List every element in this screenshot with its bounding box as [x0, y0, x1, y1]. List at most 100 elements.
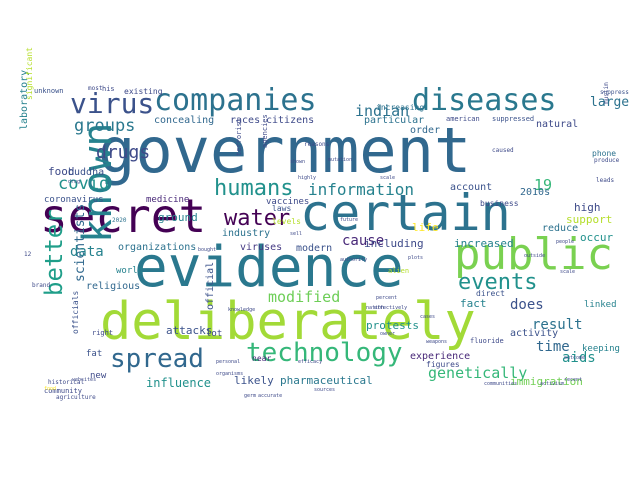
cloud-word: communities: [484, 381, 518, 387]
cloud-word: 2010s: [520, 187, 551, 198]
cloud-word: bought: [198, 247, 217, 253]
cloud-word: scale: [560, 269, 576, 275]
cloud-word: leads: [596, 177, 615, 184]
cloud-word: phone: [592, 149, 617, 158]
cloud-word: future: [340, 217, 359, 223]
cloud-word: near: [252, 354, 272, 363]
word-cloud-background: [16, 84, 618, 393]
cloud-word: muslim: [603, 82, 610, 104]
cloud-word: aids: [562, 350, 596, 366]
cloud-word: fluoride: [470, 337, 504, 345]
cloud-word: spread: [110, 344, 204, 374]
cloud-word: owner: [380, 331, 396, 337]
cloud-word: historical: [48, 379, 85, 386]
cloud-word: ground: [158, 211, 198, 224]
cloud-word: agriculture: [56, 394, 96, 401]
cloud-word: produce: [594, 157, 620, 164]
cloud-word: websites: [72, 377, 97, 383]
cloud-word: races: [230, 115, 261, 126]
cloud-word: new: [90, 371, 107, 381]
cloud-word: suppress: [600, 89, 629, 96]
cloud-word: sources: [314, 387, 336, 393]
cloud-word: including: [364, 237, 424, 250]
cloud-word: brand: [32, 282, 51, 289]
cloud-word: food: [48, 165, 75, 178]
cloud-word: water: [224, 206, 291, 231]
cloud-word: increasing: [376, 103, 425, 112]
cloud-word: genetically: [428, 364, 528, 382]
cloud-word: scale: [380, 175, 396, 181]
cloud-word: most: [88, 85, 103, 92]
cloud-word: weapons: [426, 339, 448, 345]
cloud-word: drugs: [96, 142, 151, 163]
cloud-word: humans: [214, 176, 294, 201]
cloud-word: fact: [460, 297, 487, 310]
cloud-word: official: [205, 261, 216, 310]
cloud-word: covid: [58, 174, 110, 194]
cloud-word: concealing: [154, 115, 215, 126]
cloud-word: modified: [268, 288, 341, 306]
cloud-word: figures: [426, 360, 460, 369]
cloud-word: immigration: [510, 375, 583, 388]
cloud-word: industry: [222, 228, 271, 239]
cloud-word: 12: [24, 251, 32, 258]
cloud-word: his: [102, 85, 115, 93]
cloud-word: caused: [492, 147, 514, 154]
cloud-word: outcome: [564, 355, 586, 361]
cloud-word: existing: [124, 87, 163, 96]
cloud-word: data: [70, 244, 104, 260]
cloud-word: 2020: [112, 217, 127, 224]
cloud-word: lot: [206, 329, 223, 339]
cloud-word: accurate: [258, 393, 283, 399]
cloud-word: scientists: [73, 203, 88, 282]
cloud-word: recent: [564, 377, 583, 383]
cloud-word: influence: [146, 376, 212, 390]
cloud-word: mutation: [328, 157, 353, 163]
cloud-word: keeping: [582, 344, 620, 354]
cloud-word: religious: [86, 281, 141, 292]
cloud-word: evidence: [134, 235, 404, 300]
cloud-word: outside: [524, 253, 546, 259]
cloud-word: community: [44, 387, 82, 395]
cloud-word: deliberately: [100, 292, 476, 352]
cloud-word: organizations: [118, 242, 197, 253]
cloud-word: laws: [272, 204, 292, 213]
cloud-word: protests: [366, 319, 419, 332]
cloud-word: activity: [510, 328, 559, 339]
cloud-word: likely: [234, 374, 274, 387]
cloud-word: cases: [420, 314, 436, 320]
cloud-word: increased: [454, 237, 514, 250]
cloud-word: sell: [290, 231, 303, 237]
cloud-word: certain: [300, 184, 511, 242]
cloud-word: percent: [376, 295, 398, 301]
cloud-word: citizens: [266, 115, 315, 126]
cloud-word: linked: [584, 300, 617, 310]
cloud-word: food: [44, 386, 57, 392]
cloud-word: officials: [71, 290, 80, 334]
cloud-word: government: [98, 114, 472, 187]
cloud-word: support: [566, 213, 613, 226]
cloud-word: direct: [476, 289, 505, 298]
cloud-word: medicine: [146, 195, 190, 205]
cloud-word: natural: [536, 119, 579, 130]
cloud-word: alien: [388, 267, 410, 275]
cloud-word: effectively: [374, 305, 408, 311]
cloud-word: 19: [534, 176, 553, 194]
cloud-word: experience: [410, 351, 471, 362]
cloud-word: does: [510, 297, 544, 313]
cloud-word: business: [480, 199, 519, 208]
cloud-word: groups: [74, 116, 136, 136]
cloud-word: diseases: [412, 83, 557, 118]
cloud-word: large: [590, 95, 630, 110]
cloud-word: people: [556, 239, 575, 245]
cloud-word: high: [574, 201, 601, 214]
cloud-word: modern: [296, 243, 333, 254]
cloud-word: companies: [154, 83, 317, 118]
cloud-word: plots: [408, 255, 424, 261]
cloud-word: drug: [68, 179, 81, 185]
cloud-word: reasons: [304, 141, 330, 148]
cloud-word: vaccines: [266, 197, 310, 207]
cloud-word: authority: [340, 257, 368, 263]
cloud-word: american: [446, 115, 480, 123]
cloud-word: reduce: [542, 223, 579, 234]
